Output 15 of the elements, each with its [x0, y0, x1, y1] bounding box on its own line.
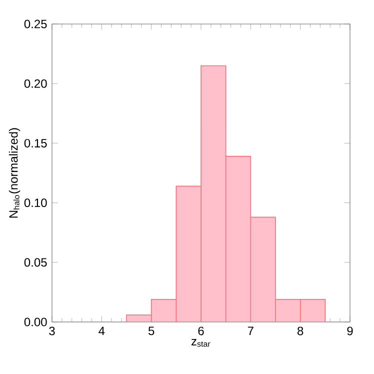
- x-tick-label: 8: [298, 326, 304, 336]
- y-tick-label: 0.15: [24, 138, 47, 148]
- x-tick-label: 7: [248, 326, 254, 335]
- x-tick-label: 9: [347, 326, 353, 336]
- y-tick-label: 0.00: [24, 318, 47, 326]
- y-tick-label: 0.05: [24, 258, 47, 267]
- y-tick-label: 0.20: [24, 79, 47, 88]
- x-axis-title: z$_{star}$: [191, 339, 210, 347]
- y-tick-label: 0.10: [24, 198, 47, 208]
- y-tick-label: 0.25: [24, 20, 47, 28]
- x-tick-label: 6: [198, 326, 204, 336]
- x-tick-label: 3: [49, 326, 55, 336]
- x-tick-label: 4: [98, 326, 105, 335]
- x-tick-label: 5: [148, 326, 154, 336]
- y-axis-title: N$_{halo}$(normalized): [8, 128, 20, 218]
